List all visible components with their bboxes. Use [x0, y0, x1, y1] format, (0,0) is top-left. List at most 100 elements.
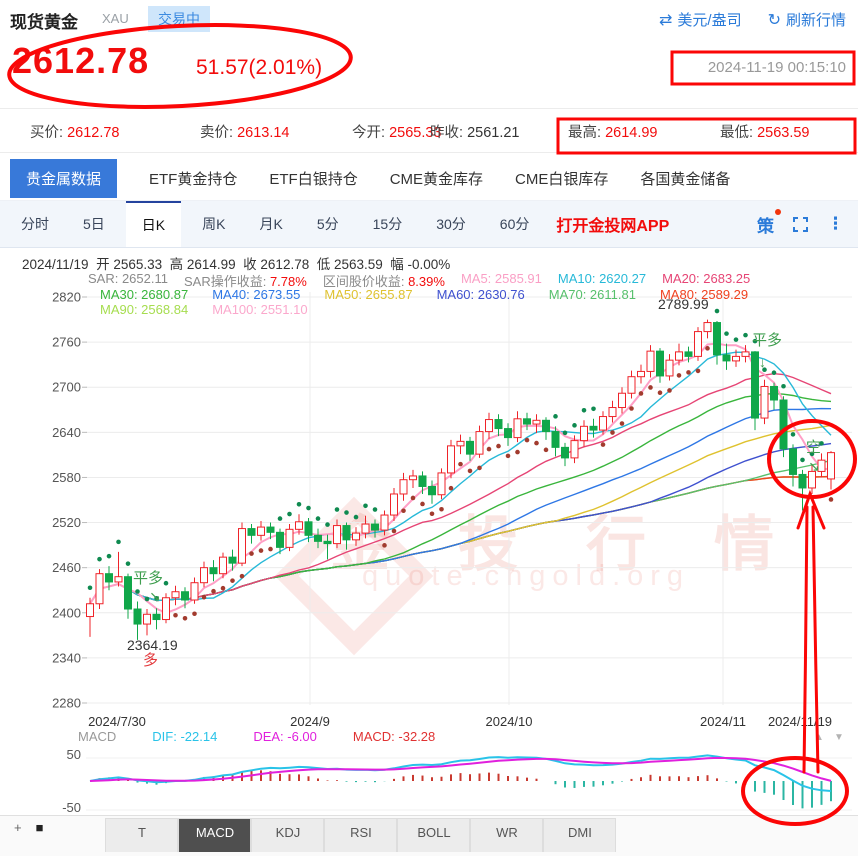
add-indicator-icon[interactable]: + — [14, 820, 22, 835]
divider — [0, 108, 858, 109]
quote-item: 昨收: 2561.21 — [430, 121, 519, 142]
svg-text:2640: 2640 — [52, 425, 81, 440]
period-tab-5日[interactable]: 5日 — [83, 216, 105, 232]
sar-dots — [87, 308, 834, 621]
bottom-tab-RSI[interactable]: RSI — [324, 818, 398, 852]
chart-annotation-pingduo2: 平多 — [752, 332, 782, 349]
watermark-url: quote.cngold.org — [362, 560, 691, 592]
svg-text:2340: 2340 — [52, 650, 81, 665]
period-tab-周K[interactable]: 周K — [202, 216, 226, 232]
nav-tab-CME白银库存[interactable]: CME白银库存 — [515, 170, 609, 188]
strategy-badge[interactable]: 策 — [757, 208, 781, 237]
chart-annotation-peak_label: 2789.99 — [658, 296, 709, 312]
drawing-tool-icon[interactable]: ■ — [35, 820, 44, 835]
svg-text:-50: -50 — [62, 800, 81, 815]
period-tab-日K[interactable]: 日K — [125, 201, 182, 247]
notification-dot — [775, 208, 781, 215]
chart-annotation-duo: 多 — [143, 652, 158, 669]
nav-tab-ETF黄金持仓[interactable]: ETF黄金持仓 — [149, 170, 238, 188]
macd-legend-item: MACD: -32.28 — [352, 729, 436, 744]
svg-text:2580: 2580 — [52, 470, 81, 485]
legend-item: 区间股价收益: 8.39% — [323, 271, 445, 290]
bottom-tab-KDJ[interactable]: KDJ — [251, 818, 325, 852]
refresh-icon: ↻ — [767, 12, 781, 29]
svg-text:2700: 2700 — [52, 380, 81, 395]
divider — [0, 152, 858, 153]
quote-value: 2613.14 — [237, 125, 290, 141]
quote-label: 今开: — [352, 125, 390, 141]
candles-group — [86, 319, 835, 640]
legend-item: SAR: 2652.11 — [88, 271, 168, 286]
indicator-tab-bar: + ■ T MACD KDJ RSI BOLL WR DMI — [0, 815, 858, 856]
header-actions: ⇄ 美元/盎司 ↻ 刷新行情 — [659, 9, 846, 30]
period-tab-5分[interactable]: 5分 — [316, 216, 339, 232]
period-tab-15分[interactable]: 15分 — [372, 216, 403, 232]
symbol-code: XAU — [102, 11, 129, 26]
nav-tab-CME黄金库存[interactable]: CME黄金库存 — [389, 170, 484, 188]
unit-toggle[interactable]: ⇄ 美元/盎司 — [659, 12, 742, 29]
period-tab-分时[interactable]: 分时 — [21, 216, 49, 232]
bottom-tab-BOLL[interactable]: BOLL — [397, 818, 471, 852]
quote-item: 今开: 2565.33 — [352, 121, 441, 142]
scroll-down-triangle-icon[interactable]: ▼ — [834, 732, 844, 743]
legend-item: MA40: 2673.55 — [212, 287, 301, 302]
quote-item: 最高: 2614.99 — [568, 121, 657, 142]
chart-annotation-arrow3: ↘ — [808, 458, 820, 474]
svg-text:2024/9: 2024/9 — [290, 714, 330, 729]
legend-item: MA60: 2630.76 — [436, 287, 525, 302]
more-menu-icon[interactable]: ⋮ — [827, 214, 844, 233]
ma-lines — [89, 342, 832, 614]
period-tab-60分[interactable]: 60分 — [499, 216, 530, 232]
bottom-tab-T[interactable]: T — [105, 818, 179, 852]
fullscreen-icon[interactable] — [792, 216, 809, 233]
quote-item: 最低: 2563.59 — [720, 121, 809, 142]
period-tab-月K[interactable]: 月K — [259, 216, 283, 232]
macd-legend-item: MACD — [78, 729, 117, 744]
macd-pane: 50 -50 — [62, 747, 852, 815]
quote-value: 2563.59 — [757, 125, 810, 141]
gold-quote-page: { "icons": {"swap":"⇄","refresh":"↻","mo… — [0, 6, 858, 852]
legend-item: MA100: 2551.10 — [212, 302, 308, 317]
legend-item: MA20: 2683.25 — [662, 271, 751, 286]
quote-label: 买价: — [30, 125, 68, 141]
macd-legend-item: DIF: -22.14 — [152, 729, 218, 744]
indicator-legend-row-2: MA30: 2680.87 MA40: 2673.55 MA50: 2655.87 M… — [100, 287, 748, 302]
status-badge: 交易中 — [148, 6, 210, 32]
scroll-up-triangle-icon[interactable]: ▲ — [814, 732, 824, 743]
period-tab-30分[interactable]: 30分 — [436, 216, 466, 232]
price-change: 51.57(2.01%) — [196, 56, 323, 79]
open-app-link[interactable]: 打开金投网APP — [556, 218, 670, 235]
quote-label: 昨收: — [430, 125, 468, 141]
legend-item: MA70: 2611.81 — [548, 287, 636, 302]
last-price: 2612.78 — [12, 40, 150, 81]
quote-label: 最低: — [720, 125, 758, 141]
indicator-legend-row-1: SAR: 2652.11 SAR操作收益: 7.78% 区间股价收益: 8.39% M… — [88, 271, 750, 290]
quote-value: 2561.21 — [467, 125, 520, 141]
svg-text:2024/10: 2024/10 — [486, 714, 533, 729]
chart-annotation-arrow1: ↘ — [149, 588, 161, 604]
svg-text:2024/7/30: 2024/7/30 — [88, 714, 146, 729]
quote-value: 2612.78 — [67, 125, 120, 141]
grid-lines: 2820 2760 2700 2640 2580 2520 2460 2400 2340 2280… — [52, 290, 852, 729]
bottom-tab-MACD[interactable]: MACD — [178, 818, 252, 852]
macd-legend-row: MACD DIF: -22.14 DEA: -6.00 MACD: -32.28 — [78, 729, 435, 744]
svg-text:2024/11: 2024/11 — [700, 714, 746, 729]
legend-item: MA50: 2655.87 — [324, 287, 413, 302]
data-nav-tabs: 贵金属数据 ETF黄金持仓 ETF白银持仓 CME黄金库存 CME白银库存 各国黄金储备 — [10, 156, 730, 200]
nav-tab-贵金属数据[interactable]: 贵金属数据 — [10, 158, 118, 198]
legend-item: MA5: 2585.91 — [460, 271, 542, 286]
svg-text:2024/11/19: 2024/11/19 — [768, 714, 832, 729]
legend-item: MA80: 2589.29 — [659, 287, 749, 302]
bottom-tab-WR[interactable]: WR — [470, 818, 544, 852]
nav-tab-各国黄金储备[interactable]: 各国黄金储备 — [640, 170, 731, 188]
svg-text:2520: 2520 — [52, 515, 81, 530]
chart-annotation-low_label: 2364.19 — [127, 637, 178, 653]
nav-tab-ETF白银持仓[interactable]: ETF白银持仓 — [269, 170, 358, 188]
legend-seg: 8.39% — [408, 274, 445, 289]
quote-label: 最高: — [568, 125, 606, 141]
quote-value: 2614.99 — [605, 125, 658, 141]
quote-label: 卖价: — [200, 125, 238, 141]
bottom-tab-DMI[interactable]: DMI — [543, 818, 617, 852]
refresh-button[interactable]: ↻ 刷新行情 — [767, 12, 846, 29]
legend-item: MA90: 2568.84 — [100, 302, 189, 317]
